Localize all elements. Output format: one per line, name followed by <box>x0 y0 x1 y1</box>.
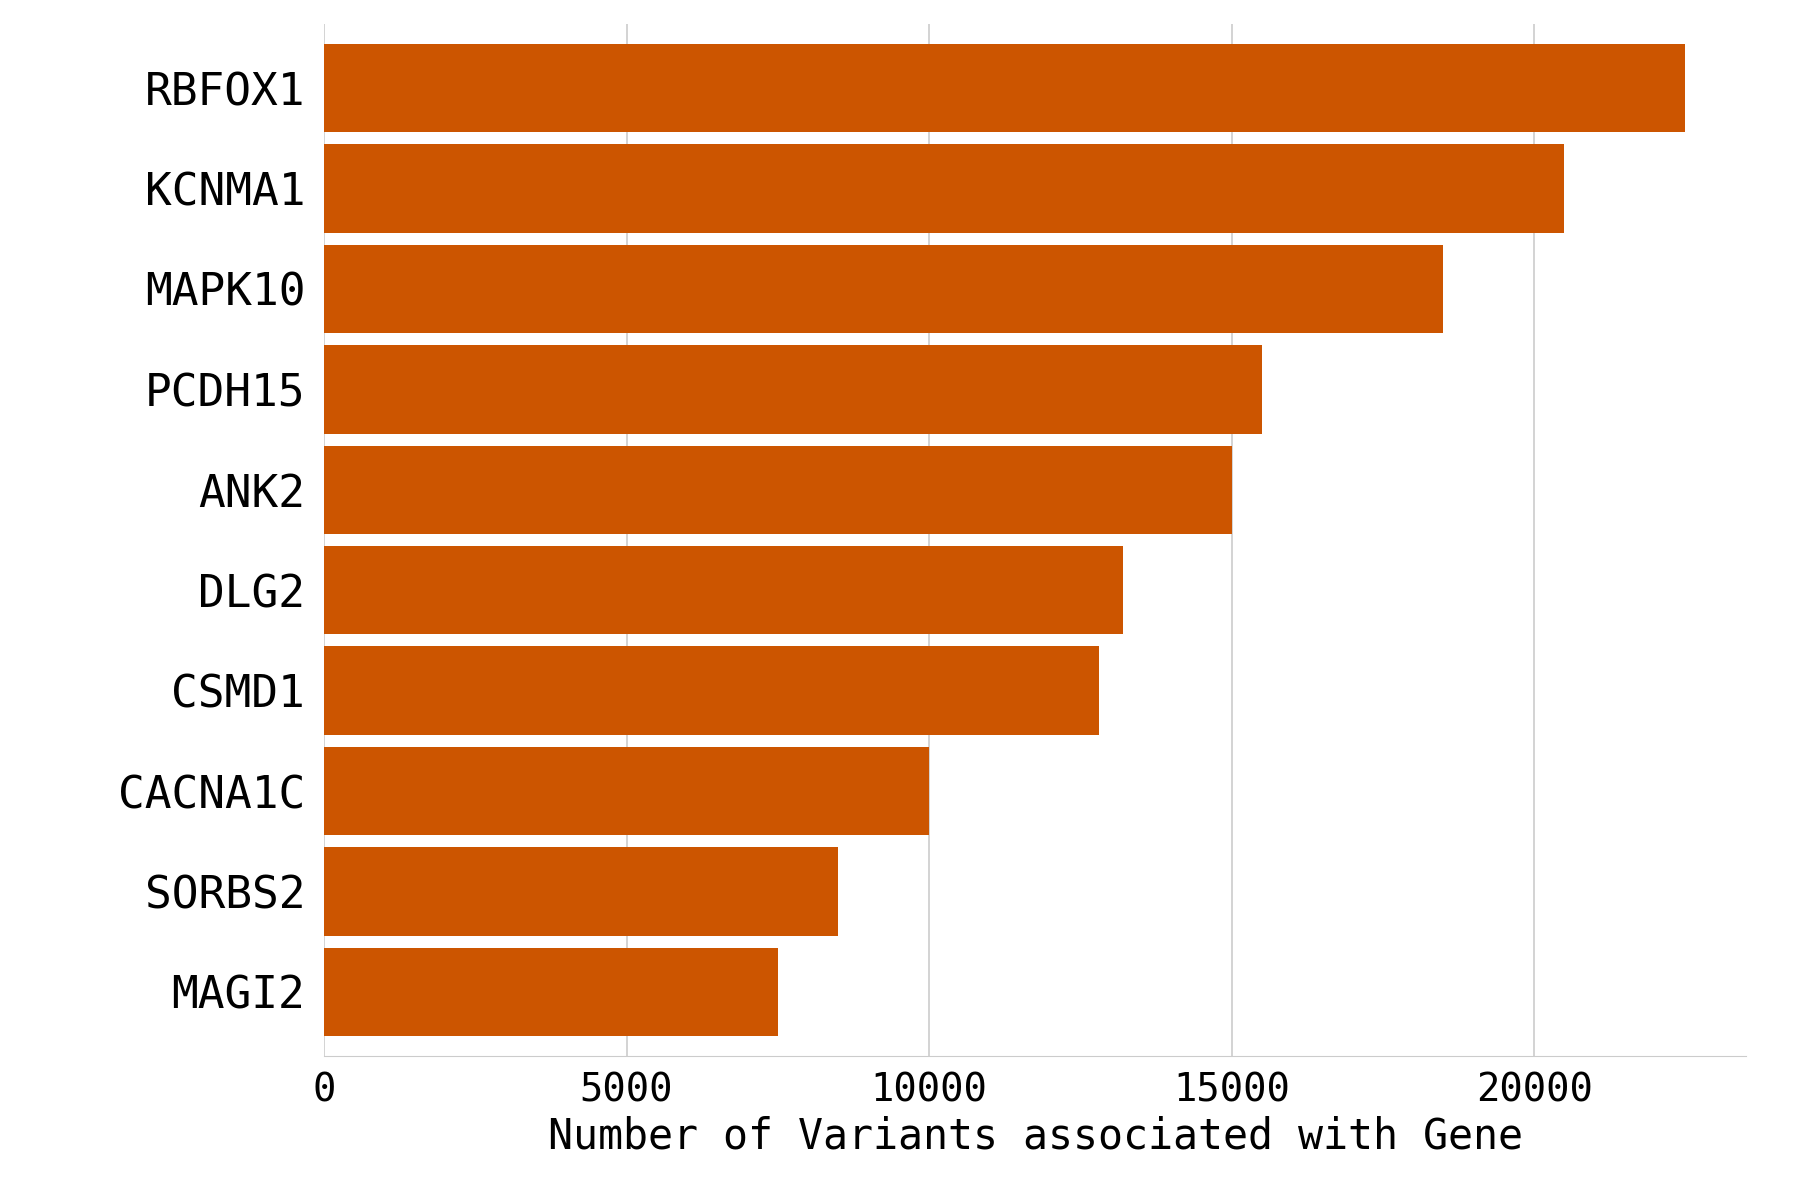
Bar <box>324 245 1444 334</box>
Bar <box>324 144 1564 233</box>
Bar <box>324 746 929 835</box>
Bar <box>324 445 1231 534</box>
Bar <box>324 647 1098 734</box>
Bar <box>324 546 1123 635</box>
Bar <box>324 948 778 1036</box>
Bar <box>324 847 839 936</box>
Bar <box>324 346 1262 433</box>
Bar <box>324 44 1685 132</box>
X-axis label: Number of Variants associated with Gene: Number of Variants associated with Gene <box>547 1116 1523 1158</box>
